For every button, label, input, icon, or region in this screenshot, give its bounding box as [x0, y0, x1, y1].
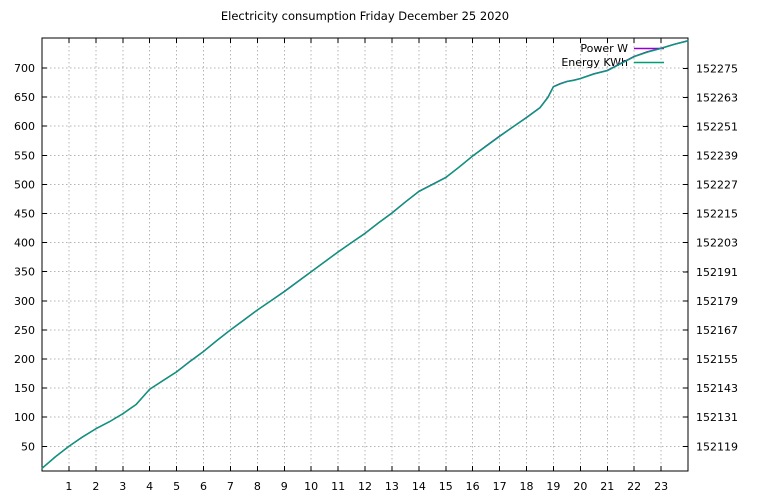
y-right-tick-label: 152251	[696, 120, 738, 133]
x-tick-label: 13	[385, 480, 399, 493]
x-tick-label: 16	[466, 480, 480, 493]
y-left-tick-label: 350	[14, 266, 35, 279]
y-left-tick-label: 250	[14, 324, 35, 337]
y-right-tick-label: 152119	[696, 440, 738, 453]
x-tick-label: 1	[65, 480, 72, 493]
y-left-tick-label: 700	[14, 62, 35, 75]
y-left-tick-label: 200	[14, 353, 35, 366]
y-right-tick-label: 152215	[696, 208, 738, 221]
chart-title: Electricity consumption Friday December …	[220, 9, 510, 23]
x-tick-label: 7	[227, 480, 234, 493]
x-tick-label: 21	[600, 480, 614, 493]
x-tick-label: 4	[146, 480, 153, 493]
y-left-tick-label: 500	[14, 178, 35, 191]
y-right-tick-label: 152179	[696, 295, 738, 308]
x-tick-label: 10	[304, 480, 318, 493]
x-tick-label: 19	[546, 480, 560, 493]
y-left-tick-label: 50	[21, 440, 35, 453]
y-right-tick-label: 152143	[696, 382, 738, 395]
x-tick-label: 22	[627, 480, 641, 493]
y-right-tick-label: 152203	[696, 237, 738, 250]
x-tick-label: 14	[412, 480, 426, 493]
x-tick-label: 9	[281, 480, 288, 493]
y-right-tick-label: 152239	[696, 150, 738, 163]
x-tick-label: 5	[173, 480, 180, 493]
x-tick-label: 11	[331, 480, 345, 493]
x-tick-label: 8	[254, 480, 261, 493]
x-tick-label: 6	[200, 480, 207, 493]
y-left-tick-label: 650	[14, 91, 35, 104]
x-tick-label: 12	[358, 480, 372, 493]
y-left-tick-label: 400	[14, 237, 35, 250]
y-right-tick-label: 152155	[696, 353, 738, 366]
legend-label-energy-kwh: Energy KWh	[561, 56, 628, 69]
y-left-tick-label: 450	[14, 208, 35, 221]
y-right-tick-label: 152167	[696, 324, 738, 337]
y-left-tick-label: 600	[14, 120, 35, 133]
x-tick-label: 20	[573, 480, 587, 493]
x-tick-label: 23	[654, 480, 668, 493]
legend-label-power-w: Power W	[580, 42, 628, 55]
y-left-tick-label: 100	[14, 411, 35, 424]
y-left-tick-label: 300	[14, 295, 35, 308]
x-tick-label: 3	[119, 480, 126, 493]
y-left-tick-label: 550	[14, 149, 35, 162]
x-tick-label: 17	[493, 480, 507, 493]
y-right-tick-label: 152275	[696, 62, 738, 75]
y-right-tick-label: 152227	[696, 179, 738, 192]
y-right-tick-label: 152191	[696, 266, 738, 279]
x-tick-label: 15	[439, 480, 453, 493]
x-tick-label: 18	[520, 480, 534, 493]
plot-border	[41, 37, 689, 472]
series-line-energy-kwh	[41, 40, 689, 469]
y-right-tick-label: 152131	[696, 411, 738, 424]
y-right-tick-label: 152263	[696, 91, 738, 104]
y-left-tick-label: 150	[14, 382, 35, 395]
x-tick-label: 2	[92, 480, 99, 493]
